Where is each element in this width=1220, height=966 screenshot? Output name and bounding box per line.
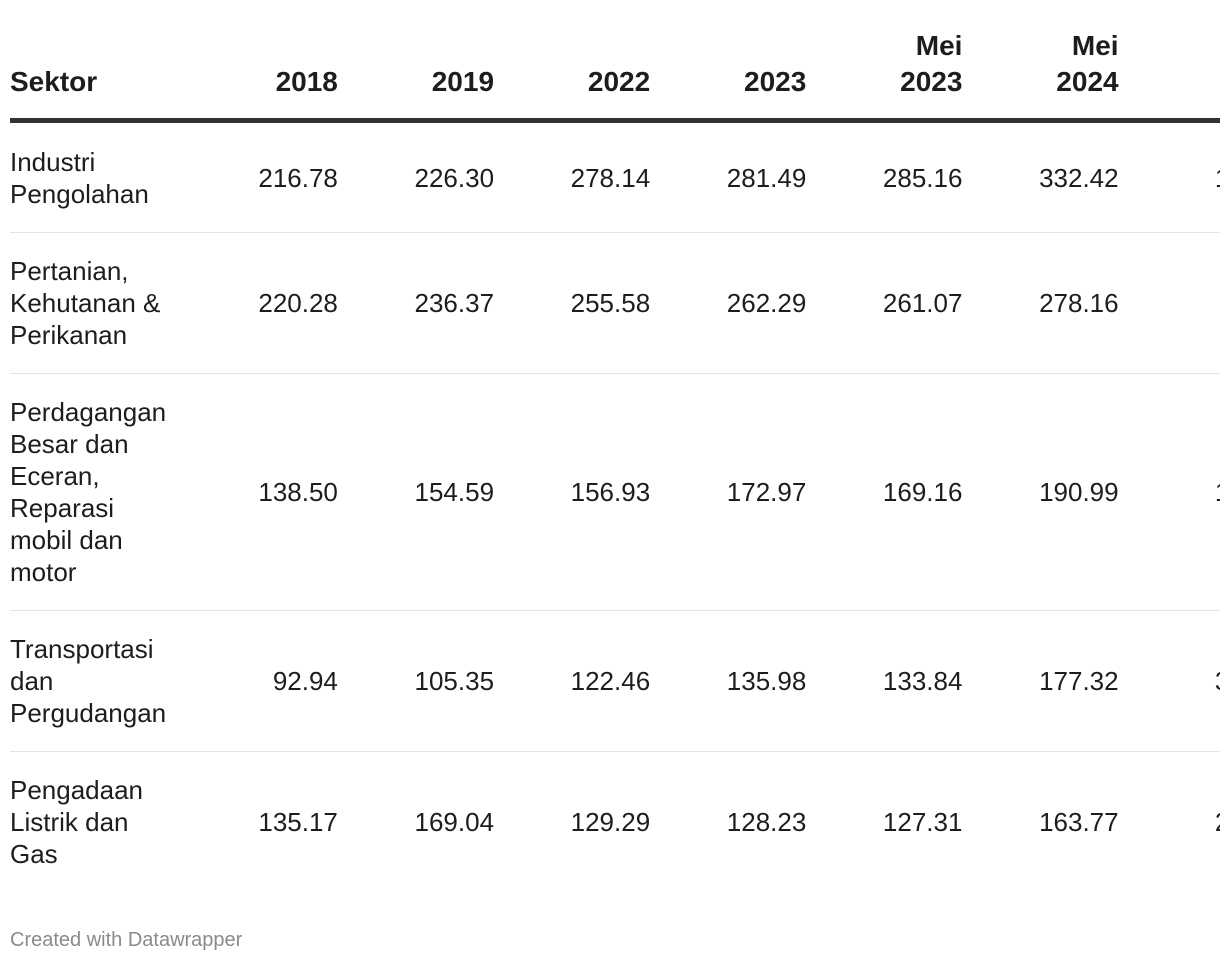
column-header-line: yo bbox=[1119, 64, 1220, 100]
datawrapper-credit: Created with Datawrapper bbox=[10, 929, 243, 951]
value-cell: 28.64 bbox=[1119, 752, 1220, 893]
data-table: Sektor 2018 2019 2022 2023 Mei 2023 Mei 2024yo I… bbox=[10, 28, 1220, 892]
value-cell: 128.23 bbox=[726, 807, 807, 837]
column-header-line: 2019 bbox=[431, 66, 495, 97]
column-header-line: 2024 bbox=[1056, 66, 1119, 97]
column-header-line: Mei bbox=[915, 30, 963, 61]
column-header: 2023 bbox=[650, 28, 807, 123]
value-cell: 236.37 bbox=[337, 232, 495, 374]
value-cell: 278.16 bbox=[962, 232, 1119, 374]
value-cell: 135.98 bbox=[650, 610, 807, 752]
table-row: Pengadaan Listrik dan Gas 135.17 169.04 129… bbox=[10, 752, 1220, 893]
value-cell: 156.93 bbox=[494, 373, 651, 611]
column-header-line: Mei bbox=[1071, 30, 1119, 61]
table-body: Industri Pengolahan 216.78 226.30 278.14 281… bbox=[10, 120, 1220, 893]
column-header: 2019 bbox=[337, 28, 495, 123]
data-table-container: Sektor 2018 2019 2022 2023 Mei 2023 Mei 2024yo I… bbox=[10, 28, 1220, 892]
value-cell: 92.94 bbox=[181, 610, 338, 752]
table-row: Pertanian, Kehutanan & Perikanan 220.28 23… bbox=[10, 232, 1220, 374]
value-cell: 122.46 bbox=[494, 610, 651, 752]
sector-name-cell: Industri Pengolahan bbox=[10, 120, 182, 233]
sector-name-cell: Perdagangan Besar dan Eceran, Reparasi m… bbox=[10, 373, 182, 611]
value-cell: 6.55 bbox=[1118, 232, 1220, 374]
value-cell: 129.29 bbox=[570, 807, 651, 837]
value-cell: 177.32 bbox=[962, 610, 1119, 752]
table-row: Transportasi dan Pergudangan 92.94 105.35 1… bbox=[10, 610, 1220, 752]
sector-name-cell: Transportasi dan Pergudangan bbox=[10, 610, 182, 752]
value-cell: 169.16 bbox=[806, 373, 963, 611]
value-cell: 332.42 bbox=[962, 120, 1119, 233]
value-cell: 127.31 bbox=[882, 807, 963, 837]
value-cell: 16.57 bbox=[1118, 120, 1220, 233]
value-cell: 32.49 bbox=[1118, 610, 1220, 752]
value-cell: 172.97 bbox=[650, 373, 807, 611]
value-cell: 190.99 bbox=[962, 373, 1119, 611]
column-header-line: 2022 bbox=[587, 66, 651, 97]
table-row: Perdagangan Besar dan Eceran, Reparasi m… bbox=[10, 373, 1220, 611]
column-header-line: 2023 bbox=[744, 66, 807, 97]
column-header-line: Sektor bbox=[10, 66, 98, 97]
value-cell: 133.84 bbox=[806, 610, 963, 752]
value-cell: 220.28 bbox=[181, 232, 338, 374]
table-row: Industri Pengolahan 216.78 226.30 278.14 281… bbox=[10, 120, 1220, 233]
value-cell: 261.07 bbox=[806, 232, 963, 374]
value-cell: 278.14 bbox=[494, 120, 651, 233]
value-cell: 285.16 bbox=[806, 120, 963, 233]
value-cell: 138.50 bbox=[181, 373, 338, 611]
column-header: 2022 bbox=[494, 28, 651, 123]
column-header: 2018 bbox=[181, 28, 338, 123]
value-cell: 226.30 bbox=[337, 120, 495, 233]
column-header: yo bbox=[1118, 28, 1220, 123]
value-cell: 281.49 bbox=[650, 120, 807, 233]
value-cell: 105.35 bbox=[337, 610, 495, 752]
column-header-line: 2018 bbox=[275, 66, 338, 97]
value-cell: 12.91 bbox=[1118, 373, 1220, 611]
value-cell: 154.59 bbox=[337, 373, 495, 611]
value-cell: 135.17 bbox=[258, 807, 338, 837]
column-header: Mei 2024 bbox=[962, 28, 1119, 123]
table-header-row: Sektor 2018 2019 2022 2023 Mei 2023 Mei 2024yo bbox=[10, 28, 1220, 123]
value-cell: 163.77 bbox=[1039, 807, 1119, 837]
value-cell: 169.04 bbox=[414, 807, 495, 837]
sector-name-cell: Pengadaan Listrik dan Gas bbox=[10, 775, 144, 869]
value-cell: 262.29 bbox=[650, 232, 807, 374]
column-header: Mei 2023 bbox=[806, 28, 963, 123]
column-header-line: 2023 bbox=[900, 66, 963, 97]
value-cell: 255.58 bbox=[494, 232, 651, 374]
value-cell: 216.78 bbox=[181, 120, 338, 233]
sector-name-cell: Pertanian, Kehutanan & Perikanan bbox=[10, 232, 182, 374]
column-header: Sektor bbox=[10, 28, 182, 123]
